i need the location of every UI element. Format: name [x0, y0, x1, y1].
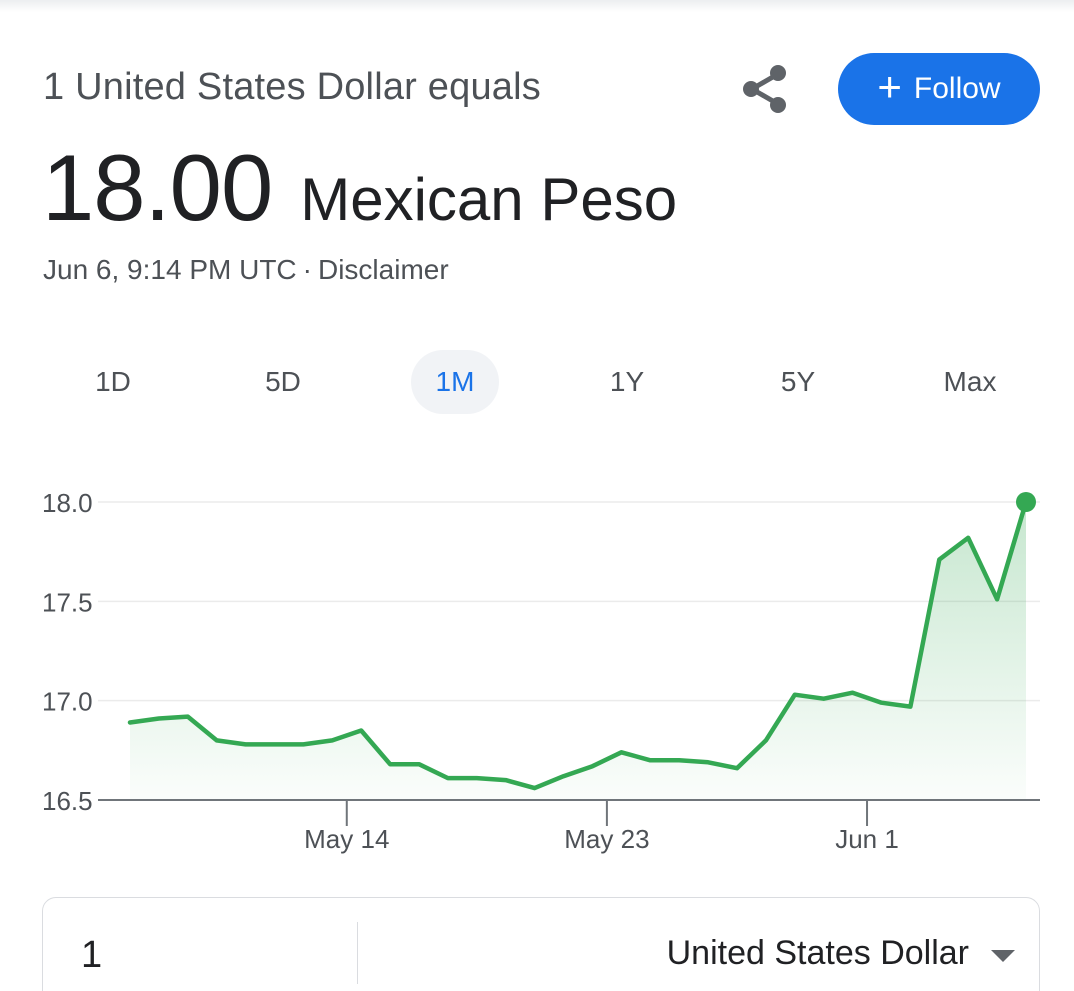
rate-row: 18.00 Mexican Peso: [42, 134, 677, 242]
data-point: [445, 776, 450, 781]
data-point: [677, 758, 682, 763]
y-tick-label: 17.5: [42, 587, 93, 617]
amount-input[interactable]: 1: [81, 934, 103, 976]
data-point: [474, 776, 479, 781]
x-tick-label: Jun 1: [835, 824, 899, 854]
rate-timestamp: Jun 6, 9:14 PM UTC: [43, 254, 297, 285]
x-tick-label: May 14: [304, 824, 389, 854]
data-point: [156, 716, 161, 721]
plus-icon: +: [877, 63, 902, 110]
data-point: [792, 692, 797, 697]
exchange-rate-chart[interactable]: 18.0 17.5 17.0 16.5 May 14 May 23 Jun 1: [0, 470, 1074, 870]
follow-button[interactable]: + Follow: [838, 53, 1040, 125]
data-point: [243, 742, 248, 747]
share-icon: [743, 65, 786, 113]
data-point: [879, 700, 884, 705]
disclaimer-link[interactable]: Disclaimer: [317, 254, 449, 285]
data-point: [706, 760, 711, 765]
data-point: [763, 738, 768, 743]
data-point: [590, 764, 595, 769]
data-point: [850, 690, 855, 695]
data-point: [301, 742, 306, 747]
y-tick-label: 18.0: [42, 488, 93, 518]
data-point: [359, 728, 364, 733]
data-point: [272, 742, 277, 747]
y-tick-label: 16.5: [42, 786, 93, 816]
data-point: [330, 738, 335, 743]
data-point: [821, 696, 826, 701]
tab-max[interactable]: Max: [943, 366, 997, 397]
data-point: [908, 704, 913, 709]
meta-separator: ·: [302, 254, 312, 285]
tab-1d[interactable]: 1D: [95, 366, 131, 397]
tab-1m[interactable]: 1M: [411, 350, 499, 414]
conversion-subtitle: 1 United States Dollar equals: [43, 66, 541, 108]
y-tick-label: 17.0: [42, 687, 93, 717]
currency-select[interactable]: United States Dollar: [666, 934, 969, 972]
data-point: [937, 557, 942, 562]
x-tick-label: May 23: [564, 824, 649, 854]
tab-5d[interactable]: 5D: [265, 366, 301, 397]
top-divider: [0, 0, 1074, 12]
series-line: [127, 499, 1029, 791]
series-area: [130, 502, 1026, 800]
data-point: [966, 535, 971, 540]
rate-value: 18.00: [42, 135, 273, 240]
data-point: [388, 762, 393, 767]
caret-down-icon[interactable]: [991, 950, 1015, 962]
data-point: [735, 766, 740, 771]
rate-currency: Mexican Peso: [300, 166, 678, 233]
data-point: [561, 774, 566, 779]
latest-point-marker: [1016, 492, 1036, 512]
data-point: [417, 762, 422, 767]
currency-converter: 1 United States Dollar: [42, 897, 1040, 991]
share-button[interactable]: [736, 60, 794, 118]
data-point: [648, 758, 653, 763]
data-point: [503, 778, 508, 783]
data-point: [995, 597, 1000, 602]
data-point: [214, 738, 219, 743]
tab-1y[interactable]: 1Y: [609, 366, 645, 397]
data-point: [619, 750, 624, 755]
converter-divider: [357, 922, 358, 984]
rate-meta: Jun 6, 9:14 PM UTC · Disclaimer: [43, 254, 449, 286]
data-point: [532, 786, 537, 791]
data-point: [128, 720, 133, 725]
time-range-tabs: 1D 5D 1M 1Y 5Y Max: [0, 350, 1074, 414]
tab-5y[interactable]: 5Y: [780, 366, 816, 397]
follow-label: Follow: [913, 72, 1001, 105]
data-point: [185, 714, 190, 719]
